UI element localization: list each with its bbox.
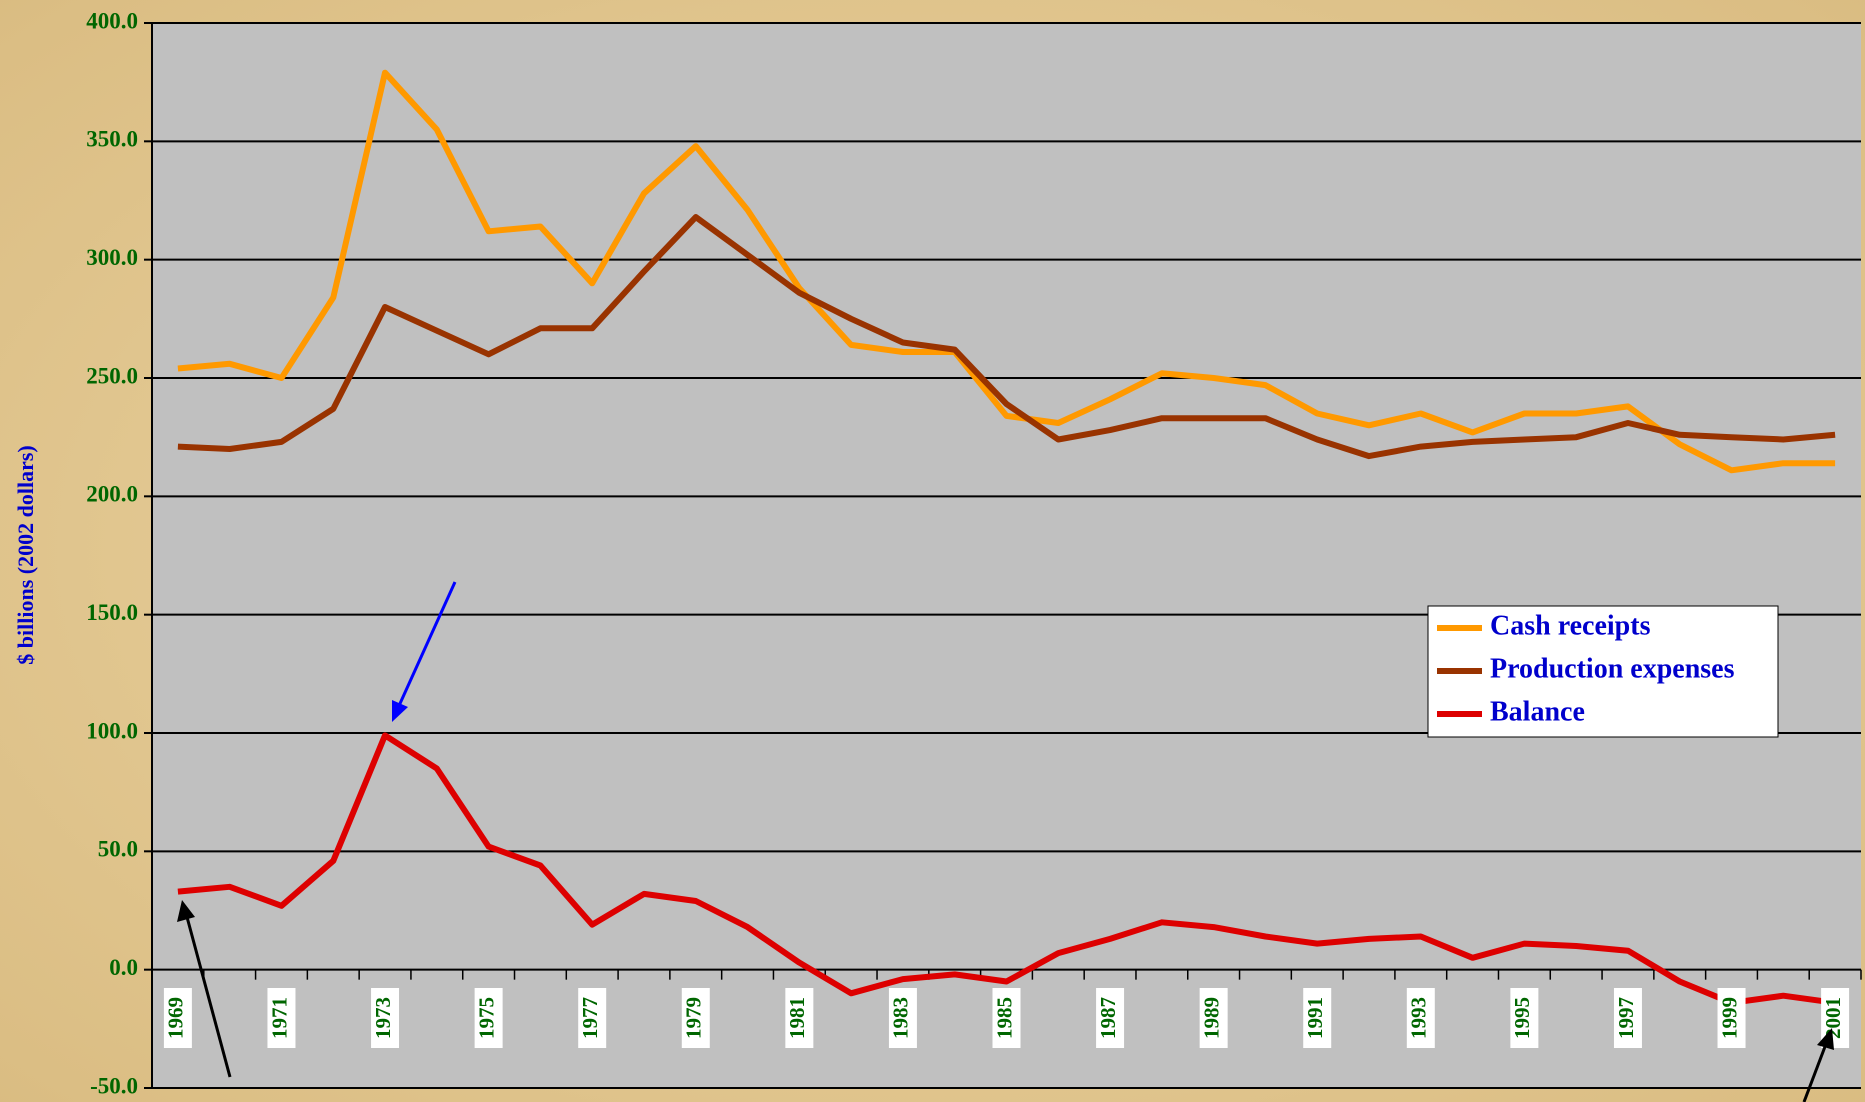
series-line: [177, 732, 1836, 1006]
legend-label: Balance: [1490, 696, 1585, 727]
x-tick-label: 1981: [785, 997, 809, 1039]
x-label-box: [371, 988, 400, 1048]
x-label-box: [1406, 988, 1435, 1048]
x-tick-label: 1979: [682, 997, 706, 1039]
arrowhead: [177, 900, 195, 922]
y-tick-label: 400.0: [86, 8, 138, 33]
x-label-box: [578, 988, 607, 1048]
legend-label: Production expenses: [1490, 653, 1735, 684]
y-tick-label: 250.0: [86, 363, 138, 388]
x-label-box: [267, 988, 296, 1048]
x-labels: 1969 1971 1973 1975 1977 1979 1981 1983 1985 1987…: [163, 988, 1850, 1048]
legend: Cash receipts Production expenses Balance: [1427, 605, 1779, 738]
x-label-box: [1199, 988, 1228, 1048]
x-tick-label: 1975: [474, 997, 498, 1039]
x-tick-label: 1977: [578, 997, 602, 1039]
x-label-box: [474, 988, 503, 1048]
x-label-box: [1096, 988, 1125, 1048]
x-label-box: [1303, 988, 1332, 1048]
x-tick-label: 1969: [164, 997, 188, 1039]
x-tick-label: 1985: [992, 997, 1016, 1039]
arrowhead: [1817, 1028, 1834, 1050]
arrow: [185, 916, 232, 1078]
y-axis-label: $ billions (2002 dollars): [13, 445, 38, 664]
annotations: [177, 581, 1834, 1102]
legend-box: [1427, 605, 1779, 738]
x-tick-label: 1997: [1614, 997, 1638, 1039]
y-tick-label: 150.0: [86, 600, 138, 625]
series-line: [177, 69, 1836, 474]
x-label-box: [1613, 988, 1642, 1048]
x-tick-label: 1993: [1407, 997, 1431, 1039]
grid: -50.0 0.0 50.0 100.0 150.0 200.0 250.0 300.0 350…: [86, 8, 1862, 1098]
y-tick-label: 100.0: [86, 718, 138, 743]
y-tick-label: -50.0: [90, 1073, 138, 1098]
x-label-box: [888, 988, 917, 1048]
y-tick-label: 300.0: [86, 245, 138, 270]
x-label-box: [785, 988, 814, 1048]
x-label-box: [1510, 988, 1539, 1048]
x-tick-label: 1971: [267, 997, 291, 1039]
plot-area: [152, 23, 1861, 1088]
x-tick-label: 1973: [371, 997, 395, 1039]
x-label-box: [163, 988, 192, 1048]
y-tick-label: 350.0: [86, 127, 138, 152]
x-tick-label: 1987: [1096, 997, 1120, 1039]
arrow: [396, 581, 457, 709]
x-label-box: [1717, 988, 1746, 1048]
y-tick-label: 50.0: [98, 837, 138, 862]
x-tick-label: 1983: [889, 997, 913, 1039]
lines: [177, 69, 1836, 1006]
legend-label: Cash receipts: [1490, 610, 1651, 641]
y-tick-label: 200.0: [86, 482, 138, 507]
x-label-box: [992, 988, 1021, 1048]
arrow: [1802, 1043, 1828, 1102]
x-tick-label: 1995: [1510, 997, 1534, 1039]
x-tick-label: 2001: [1821, 997, 1845, 1039]
x-tick-label: 1989: [1199, 997, 1223, 1039]
series-line: [177, 214, 1836, 460]
x-label-box: [681, 988, 710, 1048]
y-tick-label: 0.0: [109, 955, 138, 980]
arrowhead: [392, 700, 408, 722]
x-tick-label: 1999: [1717, 997, 1741, 1039]
x-tick-label: 1991: [1303, 997, 1327, 1039]
